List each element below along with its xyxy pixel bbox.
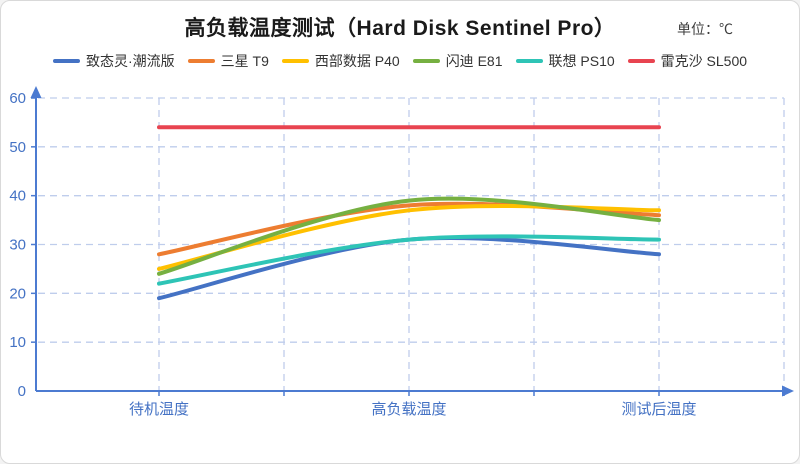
legend-item-3[interactable]: 西部数据 P40 bbox=[281, 51, 400, 71]
legend-item-1[interactable]: 致态灵·潮流版 bbox=[52, 51, 175, 71]
y-tick-label: 50 bbox=[9, 139, 26, 156]
x-category-label: 测试后温度 bbox=[621, 401, 696, 418]
y-tick-label: 20 bbox=[9, 285, 26, 302]
legend-marker-icon bbox=[412, 59, 440, 63]
legend-item-4[interactable]: 闪迪 E81 bbox=[412, 51, 503, 71]
y-tick-label: 60 bbox=[9, 90, 26, 107]
legend-item-6[interactable]: 雷克沙 SL500 bbox=[627, 51, 748, 71]
legend-marker-icon bbox=[52, 59, 80, 63]
legend-marker-icon bbox=[281, 59, 309, 63]
series-line-5 bbox=[157, 234, 661, 286]
legend-label: 三星 T9 bbox=[220, 53, 269, 69]
y-tick-label: 30 bbox=[9, 237, 26, 254]
y-tick-label: 10 bbox=[9, 334, 26, 351]
legend-label: 西部数据 P40 bbox=[314, 53, 400, 69]
legend-item-2[interactable]: 三星 T9 bbox=[187, 51, 269, 71]
y-tick-label: 0 bbox=[18, 383, 26, 400]
legend: 致态灵·潮流版 三星 T9 西部数据 P40 闪迪 E81 联想 PS10 雷克沙 SL5… bbox=[1, 51, 799, 71]
legend-label: 联想 PS10 bbox=[548, 53, 615, 69]
unit-label: 单位：℃ bbox=[677, 21, 733, 37]
legend-label: 致态灵·潮流版 bbox=[85, 53, 175, 69]
chart-title: 高负载温度测试（Hard Disk Sentinel Pro） bbox=[184, 17, 616, 40]
legend-marker-icon bbox=[515, 59, 543, 63]
legend-marker-icon bbox=[627, 59, 655, 63]
y-tick-label: 40 bbox=[9, 188, 26, 205]
legend-item-5[interactable]: 联想 PS10 bbox=[515, 51, 615, 71]
x-category-label: 待机温度 bbox=[129, 401, 189, 418]
y-axis-arrow-icon bbox=[30, 86, 42, 98]
legend-label: 闪迪 E81 bbox=[445, 53, 503, 69]
x-category-label: 高负载温度 bbox=[371, 401, 446, 418]
series-line-4 bbox=[157, 196, 661, 276]
x-axis-arrow-icon bbox=[782, 385, 794, 397]
legend-marker-icon bbox=[187, 59, 215, 63]
legend-label: 雷克沙 SL500 bbox=[660, 53, 748, 69]
